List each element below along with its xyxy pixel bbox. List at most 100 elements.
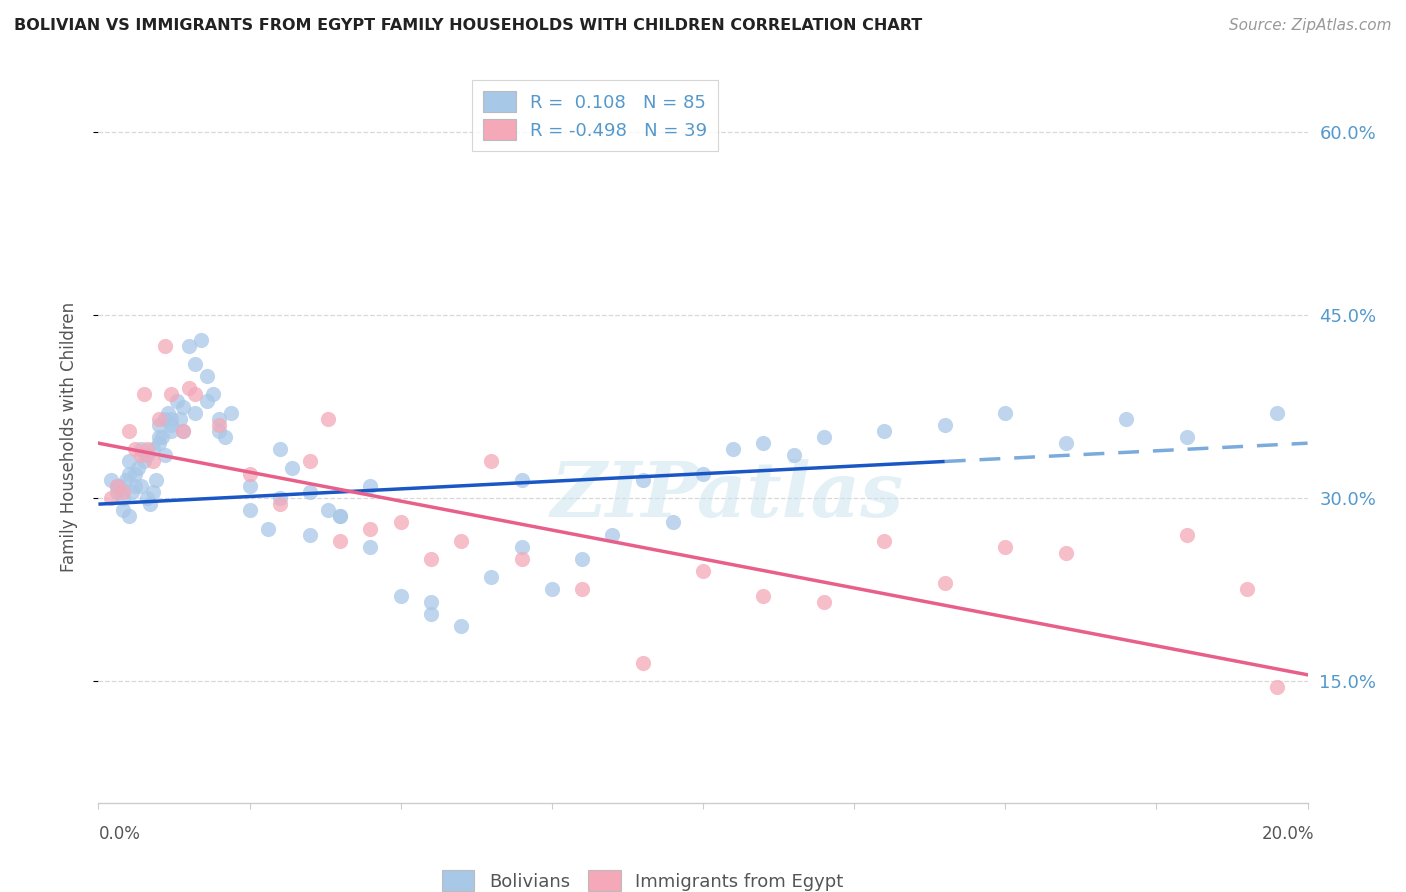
Point [148, 417, 170, 432]
Text: 0.0%: 0.0% [98, 825, 141, 843]
Point [132, 387, 155, 401]
Point [118, 467, 141, 481]
Point [329, 509, 352, 524]
Point [450, 619, 472, 633]
Point [450, 533, 472, 548]
Point [124, 442, 146, 457]
Point [299, 454, 322, 468]
Point [129, 442, 152, 457]
Y-axis label: Family Households with Children: Family Households with Children [59, 302, 77, 572]
Point [1267, 680, 1289, 694]
Point [752, 589, 775, 603]
Point [420, 595, 443, 609]
Point [127, 460, 149, 475]
Point [208, 417, 231, 432]
Point [389, 516, 412, 530]
Point [256, 521, 278, 535]
Point [118, 454, 141, 468]
Point [813, 595, 835, 609]
Point [420, 552, 443, 566]
Point [1236, 582, 1258, 597]
Point [994, 540, 1017, 554]
Point [184, 357, 207, 371]
Legend: Bolivians, Immigrants from Egypt: Bolivians, Immigrants from Egypt [434, 863, 851, 892]
Point [662, 516, 685, 530]
Point [221, 406, 243, 420]
Point [105, 485, 128, 500]
Point [135, 491, 157, 505]
Point [195, 393, 218, 408]
Point [994, 406, 1017, 420]
Point [100, 473, 122, 487]
Point [129, 479, 152, 493]
Point [179, 339, 201, 353]
Point [124, 479, 146, 493]
Point [184, 387, 207, 401]
Point [118, 424, 141, 438]
Point [129, 449, 152, 463]
Point [420, 607, 443, 621]
Point [1175, 430, 1198, 444]
Point [121, 485, 143, 500]
Point [172, 424, 194, 438]
Point [135, 442, 157, 457]
Point [783, 449, 806, 463]
Point [214, 430, 236, 444]
Point [160, 417, 183, 432]
Point [145, 473, 167, 487]
Point [1175, 527, 1198, 541]
Point [360, 479, 382, 493]
Point [142, 442, 165, 457]
Point [169, 412, 191, 426]
Point [160, 412, 183, 426]
Point [934, 417, 956, 432]
Point [153, 412, 176, 426]
Point [571, 552, 593, 566]
Point [631, 656, 654, 670]
Text: ZIPatlas: ZIPatlas [551, 458, 904, 533]
Point [184, 406, 207, 420]
Point [571, 582, 593, 597]
Point [329, 533, 352, 548]
Point [135, 449, 157, 463]
Point [142, 485, 165, 500]
Point [111, 503, 134, 517]
Point [389, 589, 412, 603]
Point [239, 479, 262, 493]
Point [873, 424, 896, 438]
Point [239, 467, 262, 481]
Text: BOLIVIAN VS IMMIGRANTS FROM EGYPT FAMILY HOUSEHOLDS WITH CHILDREN CORRELATION CH: BOLIVIAN VS IMMIGRANTS FROM EGYPT FAMILY… [14, 18, 922, 33]
Point [239, 503, 262, 517]
Point [111, 491, 134, 505]
Point [631, 473, 654, 487]
Point [208, 424, 231, 438]
Point [481, 454, 503, 468]
Point [602, 527, 624, 541]
Point [481, 570, 503, 584]
Point [541, 582, 564, 597]
Point [105, 479, 128, 493]
Point [510, 552, 533, 566]
Point [150, 430, 173, 444]
Point [118, 509, 141, 524]
Point [873, 533, 896, 548]
Point [692, 564, 714, 578]
Point [510, 473, 533, 487]
Point [114, 473, 136, 487]
Point [329, 509, 352, 524]
Point [111, 485, 134, 500]
Point [360, 540, 382, 554]
Point [148, 412, 170, 426]
Point [190, 333, 212, 347]
Point [156, 406, 179, 420]
Point [148, 436, 170, 450]
Point [160, 424, 183, 438]
Point [100, 491, 122, 505]
Point [316, 503, 339, 517]
Point [108, 479, 131, 493]
Point [202, 387, 225, 401]
Point [148, 430, 170, 444]
Point [160, 387, 183, 401]
Point [139, 497, 162, 511]
Point [208, 412, 231, 426]
